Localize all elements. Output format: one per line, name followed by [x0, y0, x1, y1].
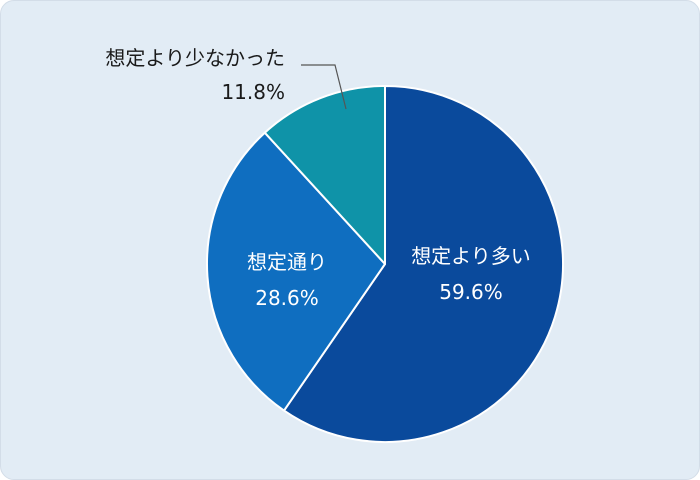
slice-label-as-expected: 想定通り — [247, 250, 327, 274]
slice-value-as-expected: 28.6% — [255, 286, 319, 310]
slice-as-expected — [206, 131, 386, 412]
slice-value-less: 11.8% — [221, 80, 285, 104]
slice-label-less: 想定より少なかった — [105, 46, 285, 70]
slice-label-more: 想定より多い — [411, 244, 531, 268]
leader-line — [301, 64, 347, 110]
slice-more — [283, 85, 564, 443]
slice-value-more: 59.6% — [439, 280, 503, 304]
pie-slices — [206, 85, 564, 443]
slice-less — [263, 85, 386, 265]
